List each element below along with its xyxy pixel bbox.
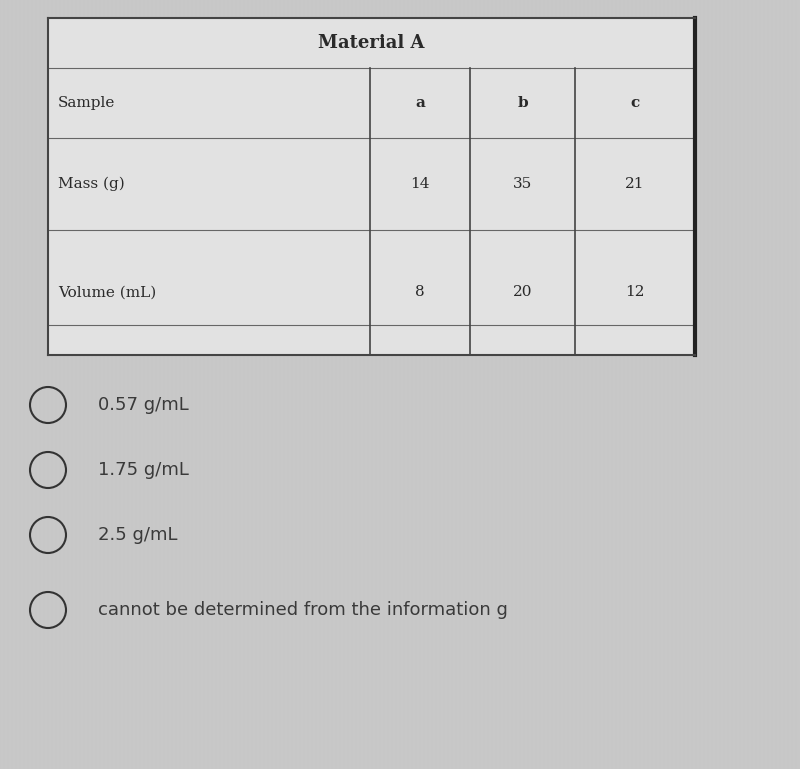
Text: c: c — [630, 96, 640, 110]
Text: 12: 12 — [626, 285, 645, 299]
Text: Sample: Sample — [58, 96, 115, 110]
Text: a: a — [415, 96, 425, 110]
Text: Mass (g): Mass (g) — [58, 177, 125, 191]
Text: 2.5 g/mL: 2.5 g/mL — [98, 526, 178, 544]
Bar — [48, 18, 695, 355]
Text: 20: 20 — [513, 285, 532, 299]
Text: 21: 21 — [626, 177, 645, 191]
Text: 35: 35 — [513, 177, 532, 191]
Text: 8: 8 — [415, 285, 425, 299]
Text: 0.57 g/mL: 0.57 g/mL — [98, 396, 189, 414]
Text: Volume (mL): Volume (mL) — [58, 285, 156, 299]
Text: Material A: Material A — [318, 34, 425, 52]
Text: 14: 14 — [410, 177, 430, 191]
Text: 1.75 g/mL: 1.75 g/mL — [98, 461, 189, 479]
Text: b: b — [517, 96, 528, 110]
Text: cannot be determined from the information g: cannot be determined from the informatio… — [98, 601, 508, 619]
